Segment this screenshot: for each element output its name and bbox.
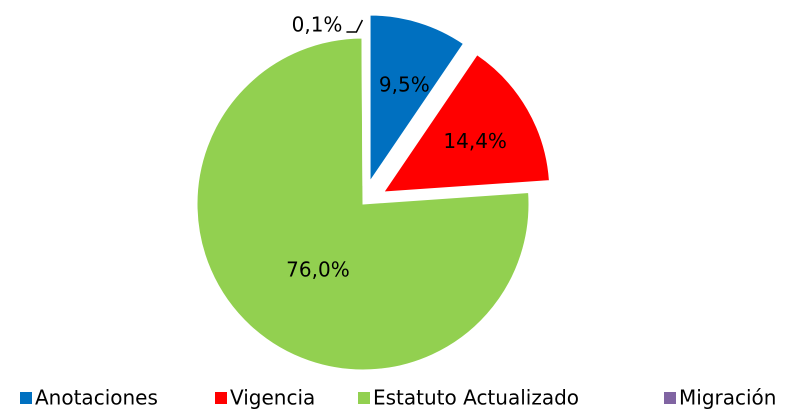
legend-label: Vigencia: [230, 386, 315, 410]
data-label: 9,5%: [379, 72, 430, 96]
legend-swatch: [664, 392, 676, 404]
legend-swatch: [358, 392, 370, 404]
data-label: 0,1%: [292, 13, 343, 37]
pie-slice: [382, 54, 550, 193]
pie-slice: [196, 37, 530, 371]
legend-label: Migración: [679, 386, 776, 410]
data-label: 14,4%: [443, 129, 507, 153]
legend-label: Anotaciones: [35, 386, 158, 410]
leader-line: [346, 19, 364, 33]
pie-slice: [369, 14, 465, 183]
legend-swatch: [215, 392, 227, 404]
legend-swatch: [20, 392, 32, 404]
legend-label: Estatuto Actualizado: [373, 386, 579, 410]
data-label: 76,0%: [286, 258, 350, 282]
